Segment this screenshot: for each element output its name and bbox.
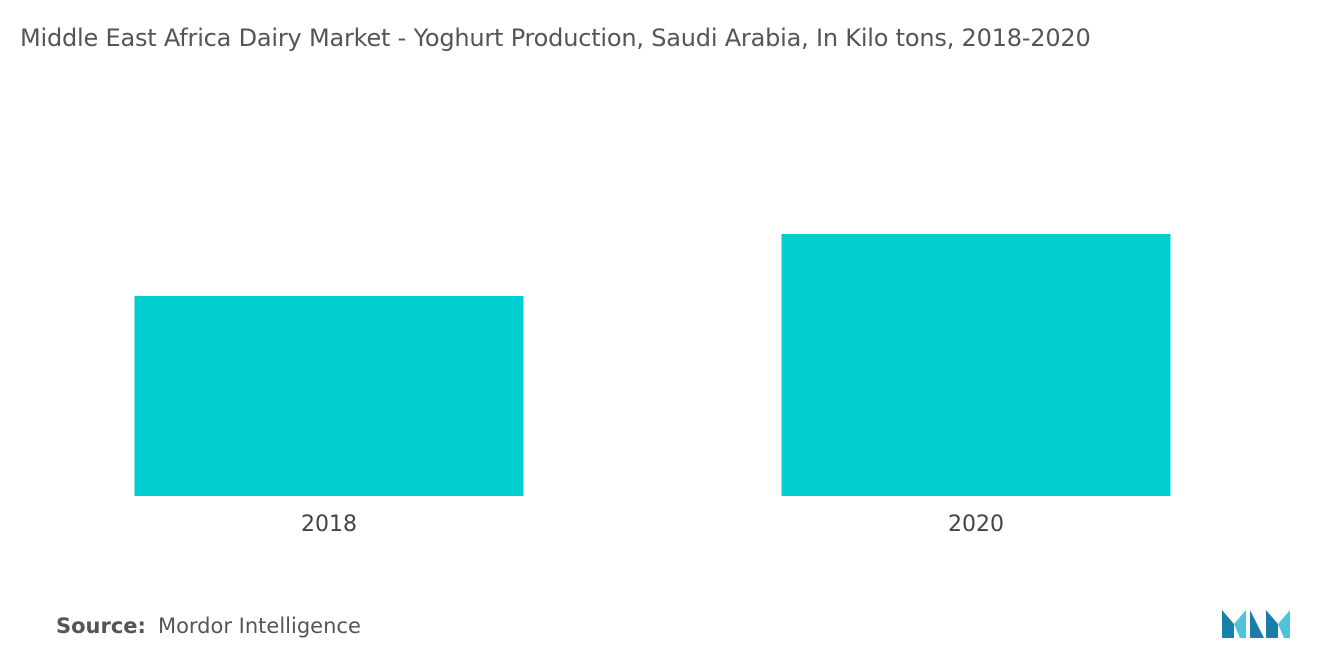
bars-group xyxy=(134,234,1171,496)
source-label: Source: xyxy=(56,614,146,638)
mordor-logo-icon xyxy=(1222,610,1290,638)
bar-chart: 2018 2020 xyxy=(134,234,1171,537)
x-tick-labels: 2018 2020 xyxy=(301,512,1004,537)
bar-2020 xyxy=(781,234,1171,496)
x-tick-label-2020: 2020 xyxy=(948,512,1004,537)
x-tick-label-2018: 2018 xyxy=(301,512,357,537)
source-note: Source: Mordor Intelligence xyxy=(56,614,361,638)
chart-title: Middle East Africa Dairy Market - Yoghur… xyxy=(20,24,1091,52)
source-text: Mordor Intelligence xyxy=(157,614,361,638)
bar-2018 xyxy=(134,296,524,496)
